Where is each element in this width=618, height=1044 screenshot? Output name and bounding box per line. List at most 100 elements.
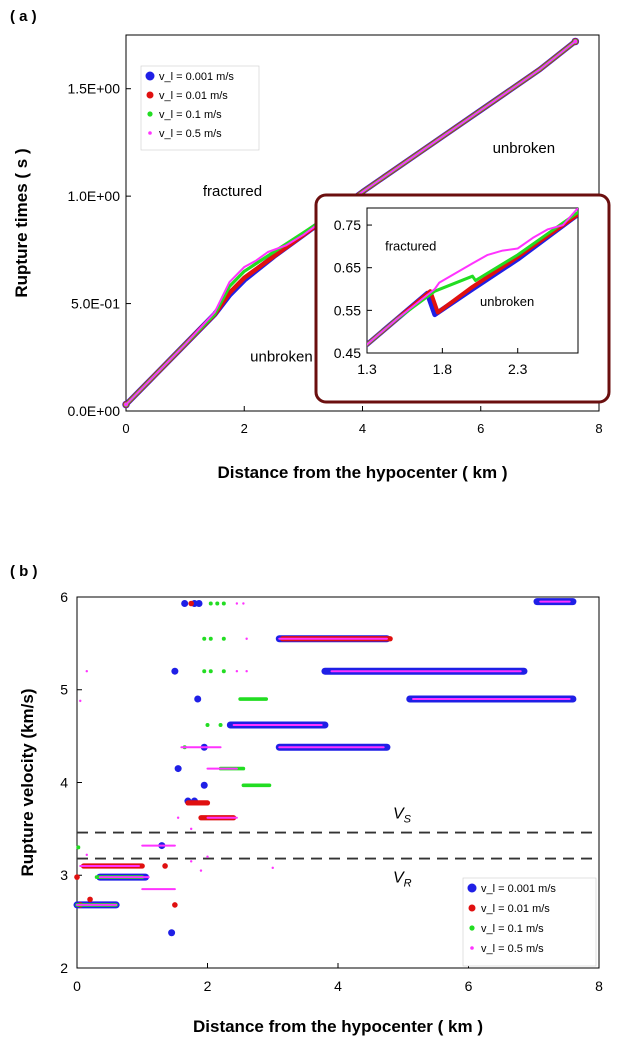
y-tick-label: 0.55	[334, 302, 361, 318]
chart-b-point	[76, 845, 81, 850]
reference-label-subscript: S	[404, 814, 412, 826]
legend-frame	[462, 877, 597, 967]
chart-a-y-axis-label: Rupture times ( s )	[12, 148, 31, 297]
x-tick-label: 0	[73, 978, 81, 994]
x-tick-label: 1.3	[357, 361, 377, 377]
x-tick-label: 0	[122, 421, 129, 436]
chart-b-point	[162, 863, 168, 869]
chart-b-point	[208, 669, 213, 674]
chart-b-point	[199, 869, 203, 872]
chart-b-point	[181, 599, 189, 607]
x-tick-label: 6	[465, 978, 473, 994]
chart-a-x-axis-label: Distance from the hypocenter ( km )	[217, 463, 507, 482]
x-tick-label: 1.8	[433, 361, 453, 377]
chart-b-point	[189, 860, 193, 863]
chart-b-point	[85, 670, 88, 673]
chart-b-point	[205, 722, 210, 727]
chart-a-legend: v_l = 0.001 m/s v_l = 0.01 m/s v_l = 0.1 m…	[140, 65, 260, 151]
y-tick-label: 0.65	[334, 260, 361, 276]
chart-b-y-axis-label: Rupture velocity (km/s)	[18, 689, 37, 877]
chart-b-point	[195, 599, 203, 607]
chart-b-point	[188, 600, 194, 607]
panel-a-label: ( a )	[10, 8, 37, 25]
chart-inset-plot-area	[366, 207, 579, 354]
chart-b-point	[194, 695, 202, 703]
chart-inset-annotation: unbroken	[480, 294, 534, 309]
y-tick-label: 6	[60, 589, 68, 605]
legend-entry: v_l = 0.01 m/s	[481, 903, 550, 915]
x-tick-label: 8	[595, 421, 602, 436]
legend-marker	[148, 131, 152, 135]
chart-b-point	[202, 636, 207, 641]
chart-inset-annotation: fractured	[385, 239, 436, 254]
legend-marker	[467, 883, 477, 893]
chart-b-point	[200, 781, 208, 789]
chart-b-point	[202, 669, 207, 674]
chart-b-reference-label: VS	[393, 806, 412, 826]
chart-b-reference-label: VR	[393, 870, 412, 890]
legend-frame	[140, 65, 260, 151]
x-tick-label: 2.3	[508, 361, 528, 377]
legend-entry: v_l = 0.1 m/s	[159, 109, 222, 121]
legend-marker	[470, 946, 474, 950]
y-tick-label: 1.5E+00	[67, 81, 120, 97]
chart-b-point	[235, 670, 239, 673]
legend-entry: v_l = 0.01 m/s	[159, 90, 228, 102]
x-tick-label: 8	[595, 978, 603, 994]
chart-b-point	[168, 929, 176, 937]
chart-b-point	[74, 874, 80, 880]
chart-b-point	[206, 855, 209, 858]
chart-a-annotation: unbroken	[250, 349, 313, 366]
x-tick-label: 4	[334, 978, 342, 994]
chart-b-point	[245, 670, 248, 673]
x-tick-label: 2	[241, 421, 248, 436]
chart-inset-series-line	[367, 208, 578, 346]
chart-a-series-line	[125, 40, 577, 406]
reference-label-main: V	[393, 806, 405, 823]
y-tick-label: 4	[60, 774, 68, 790]
chart-b-point	[221, 636, 226, 641]
y-tick-label: 0.0E+00	[67, 403, 120, 419]
x-tick-label: 6	[477, 421, 484, 436]
chart-b-point	[271, 866, 274, 870]
y-tick-label: 5.0E-01	[71, 295, 120, 311]
legend-entry: v_l = 0.1 m/s	[481, 923, 544, 935]
legend-marker	[146, 91, 154, 99]
legend-entry: v_l = 0.001 m/s	[481, 883, 556, 895]
x-tick-label: 2	[204, 978, 212, 994]
y-tick-label: 5	[60, 682, 68, 698]
chart-a-annotation: unbroken	[493, 140, 556, 157]
legend-marker	[469, 925, 475, 931]
y-tick-label: 3	[60, 867, 68, 883]
chart-b-x-axis-label: Distance from the hypocenter ( km )	[193, 1017, 483, 1036]
chart-b-point	[218, 722, 223, 727]
y-tick-label: 2	[60, 960, 68, 976]
chart-a-annotation: fractured	[203, 183, 262, 200]
legend-entry: v_l = 0.5 m/s	[159, 128, 222, 140]
chart-b-point	[221, 669, 226, 674]
y-tick-label: 0.45	[334, 345, 361, 361]
chart-b-point	[85, 853, 88, 857]
chart-b-point	[245, 637, 248, 640]
chart-b-point	[172, 902, 178, 908]
chart-a-series-end-point	[573, 39, 578, 44]
legend-entry: v_l = 0.001 m/s	[159, 71, 234, 83]
legend-marker	[468, 904, 476, 912]
chart-b-point	[174, 765, 182, 773]
legend-entry: v_l = 0.5 m/s	[481, 943, 544, 955]
panel-b-label: ( b )	[10, 563, 38, 580]
chart-b-point	[215, 601, 220, 606]
chart-a-series-start-point	[124, 402, 128, 407]
chart-b-point	[79, 699, 82, 703]
y-tick-label: 1.0E+00	[67, 188, 120, 204]
reference-label-main: V	[393, 870, 405, 887]
legend-marker	[145, 71, 155, 81]
chart-b-point	[171, 667, 179, 675]
chart-b-point	[189, 827, 193, 831]
chart-b-point	[242, 602, 245, 605]
chart-b-legend: v_l = 0.001 m/s v_l = 0.01 m/s v_l = 0.1 m…	[462, 877, 597, 967]
chart-b-point	[87, 896, 93, 903]
legend-marker	[147, 111, 153, 117]
chart-b-point	[176, 816, 180, 819]
